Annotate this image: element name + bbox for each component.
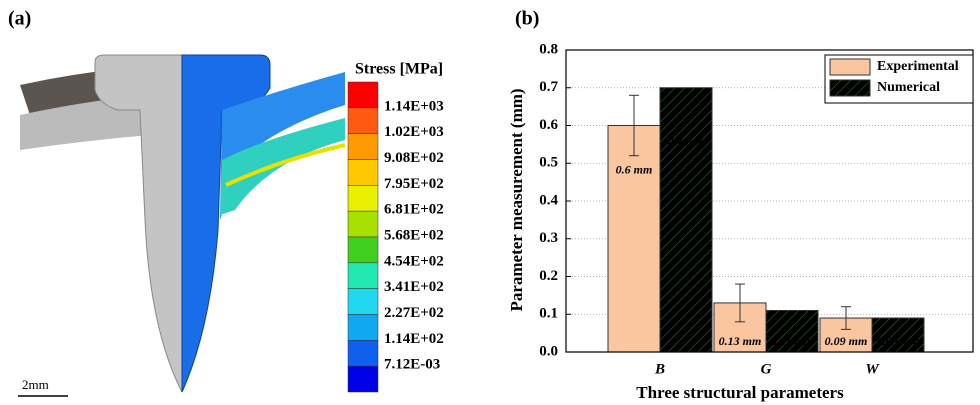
colorbar-label: 1.02E+03 bbox=[384, 124, 444, 140]
panel-label: (b) bbox=[515, 8, 539, 30]
x-tick-label: G bbox=[761, 361, 772, 377]
y-tick-label: 0.8 bbox=[539, 41, 558, 57]
colorbar-label: 7.12E-03 bbox=[384, 357, 440, 373]
colorbar-band bbox=[347, 236, 379, 264]
value-label: 0.13 mm bbox=[719, 334, 762, 348]
colorbar-label: 7.95E+02 bbox=[384, 176, 444, 192]
blade-gray bbox=[94, 54, 183, 393]
legend-label: Numerical bbox=[877, 80, 940, 95]
x-tick-label: B bbox=[654, 361, 665, 377]
legend-swatch bbox=[829, 79, 871, 97]
y-tick-label: 0.7 bbox=[539, 79, 558, 95]
y-tick-label: 0.1 bbox=[539, 306, 558, 322]
y-tick-label: 0.0 bbox=[539, 343, 558, 359]
scale-label: 2mm bbox=[22, 377, 49, 392]
value-label: 0.6 mm bbox=[616, 162, 653, 176]
y-tick-label: 0.2 bbox=[539, 268, 558, 284]
colorbar-label: 5.68E+02 bbox=[384, 227, 444, 243]
colorbar-label: 4.54E+02 bbox=[384, 253, 444, 269]
y-tick-label: 0.6 bbox=[539, 117, 558, 133]
colorbar-band bbox=[347, 81, 379, 109]
value-label: 0.11 mm bbox=[771, 334, 813, 348]
colorbar-label: 6.81E+02 bbox=[384, 202, 444, 218]
colorbar-band bbox=[347, 314, 379, 341]
colorbar-band bbox=[347, 159, 379, 186]
strip-right bbox=[220, 72, 345, 220]
colorbar-label: 3.41E+02 bbox=[384, 279, 444, 295]
colorbar-band bbox=[347, 133, 379, 160]
value-label: 0.09 mm bbox=[877, 334, 920, 348]
colorbar-band bbox=[347, 210, 379, 238]
panel-label: (a) bbox=[8, 8, 31, 30]
bar bbox=[871, 317, 925, 353]
x-axis-title: Three structural parameters bbox=[636, 383, 844, 402]
colorbar-title: Stress [MPa] bbox=[355, 61, 443, 78]
bar bbox=[765, 309, 819, 353]
value-label: 0.7 mm bbox=[668, 135, 705, 149]
y-axis-title: Parameter measurement (mm) bbox=[507, 88, 526, 311]
value-label: 0.09 mm bbox=[825, 334, 868, 348]
legend-label: Experimental bbox=[877, 59, 959, 74]
colorbar-band bbox=[347, 340, 379, 367]
colorbar-label: 1.14E+03 bbox=[384, 98, 444, 114]
strip-stress bbox=[220, 118, 345, 215]
plot-frame bbox=[565, 49, 974, 353]
colorbar-band bbox=[347, 107, 379, 134]
bar bbox=[659, 87, 713, 353]
colorbar-band bbox=[347, 185, 379, 212]
colorbar-label: 2.27E+02 bbox=[384, 305, 444, 321]
y-tick-label: 0.4 bbox=[539, 192, 558, 208]
colorbar-label: 9.08E+02 bbox=[384, 150, 444, 166]
panel-b: (b) Three structural parameters Paramete… bbox=[507, 8, 844, 402]
colorbar-band bbox=[347, 262, 379, 289]
y-tick-label: 0.5 bbox=[539, 155, 558, 171]
stress-band bbox=[225, 143, 346, 187]
colorbar-band bbox=[347, 365, 379, 393]
panel-a: (a) 2mm Stress [MPa] bbox=[8, 8, 443, 397]
colorbar-label: 1.14E+02 bbox=[384, 331, 444, 347]
y-tick-label: 0.3 bbox=[539, 230, 558, 246]
colorbar-band bbox=[347, 288, 379, 315]
bar bbox=[607, 125, 661, 353]
legend-swatch bbox=[829, 58, 871, 76]
x-tick-label: W bbox=[865, 361, 880, 377]
